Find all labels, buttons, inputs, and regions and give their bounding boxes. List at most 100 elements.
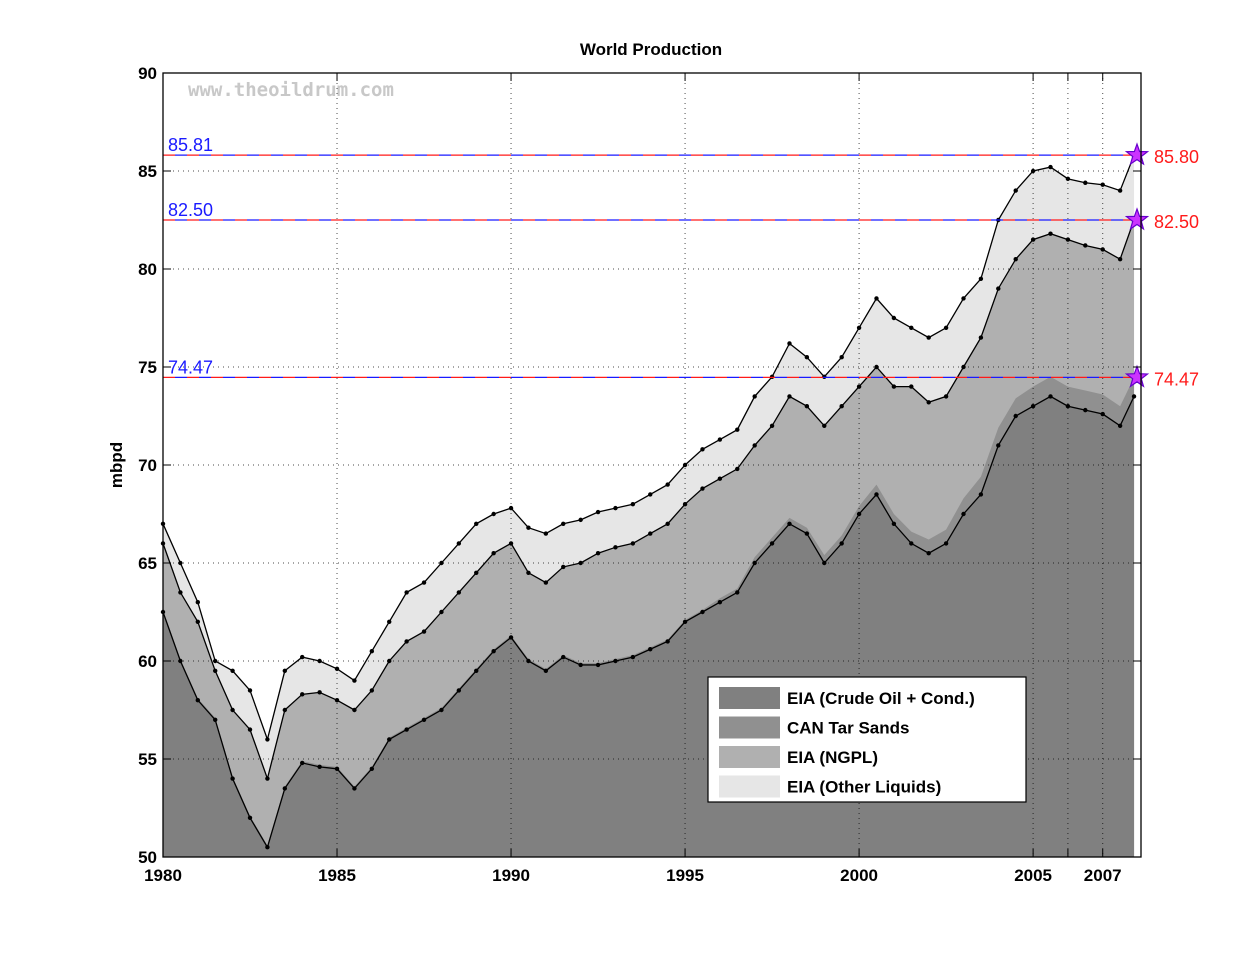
x-tick-label: 1985 — [318, 866, 356, 885]
legend-swatch — [719, 775, 780, 798]
data-point — [909, 384, 914, 389]
data-point — [1030, 404, 1036, 409]
data-point — [1100, 411, 1105, 417]
data-point — [717, 600, 723, 605]
x-tick-label: 1980 — [144, 866, 182, 885]
data-point — [926, 400, 931, 405]
data-point — [387, 658, 392, 664]
x-tick-label: 2005 — [1014, 866, 1052, 885]
data-point — [369, 688, 375, 693]
data-point — [317, 658, 322, 664]
legend: EIA (Crude Oil + Cond.) CAN Tar Sands EIA … — [707, 676, 1027, 803]
data-point — [230, 668, 235, 673]
data-point — [804, 404, 810, 409]
watermark: www.theoildrum.com — [188, 79, 394, 101]
data-point — [1048, 394, 1053, 399]
data-point — [839, 541, 844, 546]
data-point — [352, 786, 357, 791]
data-point — [769, 541, 775, 546]
data-point — [300, 654, 305, 660]
chart-title: World Production — [580, 40, 722, 59]
data-point — [595, 509, 601, 515]
data-point — [404, 590, 409, 595]
data-point — [630, 541, 636, 546]
data-point — [909, 325, 914, 330]
series-lines — [160, 153, 1137, 850]
data-point — [213, 717, 218, 722]
legend-label: EIA (Crude Oil + Cond.) — [787, 689, 975, 708]
data-point — [961, 511, 966, 517]
data-point — [682, 619, 688, 624]
data-point — [456, 590, 462, 595]
data-point — [787, 394, 792, 399]
data-point — [665, 482, 670, 487]
data-point — [195, 619, 201, 624]
data-point — [822, 560, 827, 566]
reference-label-left: 82.50 — [168, 200, 213, 220]
reference-lines: 85.81 85.80 82.50 82.50 74.47 74.47 — [163, 135, 1199, 389]
data-point — [943, 394, 949, 399]
star-marker — [1124, 364, 1150, 388]
data-point — [265, 737, 270, 742]
data-point — [1048, 164, 1053, 170]
legend-label: CAN Tar Sands — [787, 719, 910, 738]
data-point — [282, 707, 288, 713]
data-point — [891, 521, 897, 526]
data-point — [352, 707, 357, 713]
data-point — [839, 355, 844, 360]
data-point — [387, 619, 392, 624]
data-point — [508, 505, 514, 511]
data-point — [752, 560, 757, 566]
data-point — [230, 776, 235, 781]
data-point — [456, 541, 462, 546]
data-point — [491, 551, 496, 556]
x-tick-label: 2000 — [840, 866, 878, 885]
data-point — [1117, 188, 1123, 193]
data-point — [1030, 168, 1036, 174]
data-point — [526, 658, 531, 664]
data-point — [195, 698, 201, 703]
reference-label-right: 82.50 — [1154, 212, 1199, 232]
reference-label-left: 74.47 — [168, 357, 213, 377]
data-point — [717, 437, 723, 442]
data-point — [891, 384, 897, 389]
data-point — [282, 786, 288, 791]
axes: 1980 1985 1990 1995 2000 2005 2007 50 55 60 65 70 75… — [138, 64, 1142, 885]
data-point — [630, 502, 636, 507]
data-point — [387, 737, 392, 742]
x-tick-label: 1990 — [492, 866, 530, 885]
data-point — [526, 570, 531, 575]
data-point — [822, 423, 827, 428]
data-point — [213, 668, 218, 673]
data-point — [561, 564, 566, 570]
y-axis-label: mbpd — [107, 442, 126, 488]
data-point — [317, 690, 322, 695]
data-point — [839, 404, 844, 409]
data-point — [1117, 257, 1123, 262]
data-point — [230, 707, 235, 713]
data-point — [926, 335, 931, 340]
star-marker — [1124, 207, 1150, 231]
y-tick-label: 55 — [138, 750, 157, 769]
data-point — [1013, 257, 1018, 262]
y-tick-label: 85 — [138, 162, 157, 181]
data-point — [578, 517, 583, 523]
data-point — [421, 717, 427, 722]
data-point — [665, 639, 670, 644]
data-point — [195, 600, 201, 605]
data-point — [874, 364, 879, 370]
data-point — [561, 521, 566, 526]
data-point — [369, 766, 375, 771]
data-point — [682, 462, 688, 468]
data-point — [665, 521, 670, 526]
data-point — [404, 727, 409, 732]
data-point — [300, 692, 305, 697]
data-point — [996, 286, 1001, 291]
legend-label: EIA (Other Liquids) — [787, 778, 941, 797]
y-tick-label: 50 — [138, 848, 157, 867]
data-point — [996, 443, 1001, 448]
data-point — [1065, 176, 1071, 182]
data-point — [439, 560, 444, 566]
data-point — [1065, 404, 1071, 409]
data-point — [1100, 182, 1105, 187]
